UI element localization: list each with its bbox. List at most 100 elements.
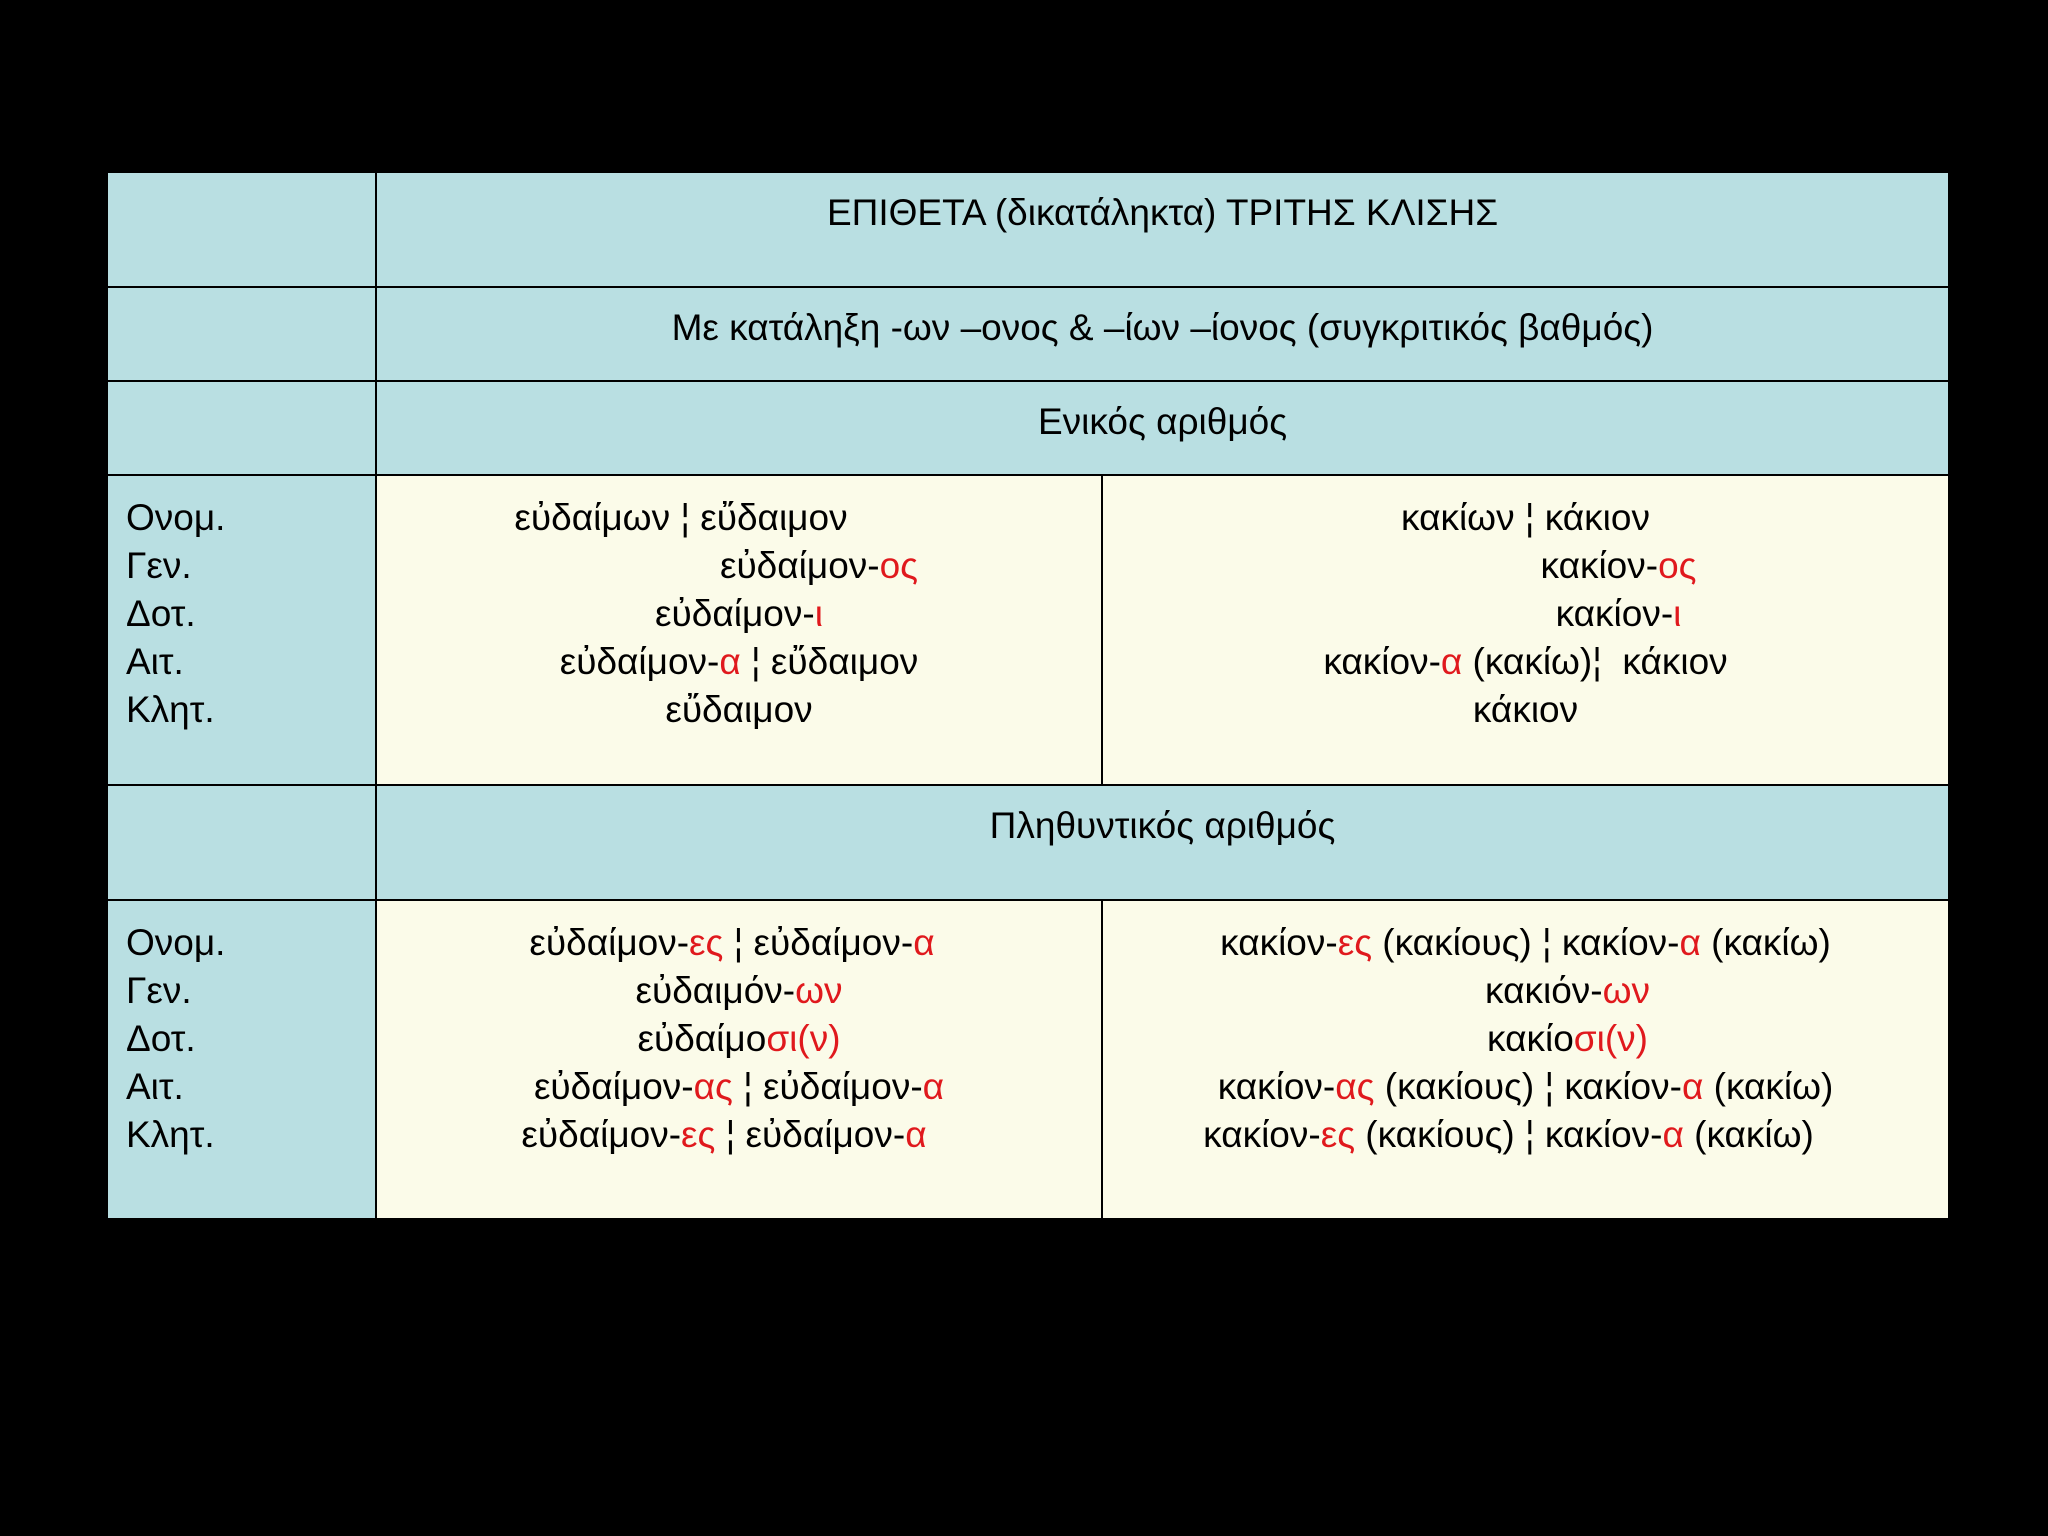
case-label: Κλητ.: [126, 689, 215, 730]
ending-highlight: α: [1679, 922, 1701, 963]
stem-text: εὐδαιμόν-: [635, 970, 796, 1011]
singular-heading-row: Ενικός αριθμός: [106, 380, 1951, 476]
ending-highlight: ες: [1337, 922, 1373, 963]
singular-col-eudaimon: εὐδαίμων ¦ εὔδαιμον εὐδαίμον-ος εὐδαίμον-ι…: [375, 474, 1103, 786]
form-line: εὐδαίμον-ας ¦ εὐδαίμον-α: [377, 1063, 1101, 1111]
case-label: Γεν.: [126, 970, 192, 1011]
form-line: κακίον-ος: [1196, 542, 2041, 590]
stem-text: κακίον-: [1540, 545, 1659, 586]
ending-highlight: α: [922, 1066, 945, 1107]
stem-text: κακίον-: [1203, 1114, 1321, 1155]
stem-text: κακίο: [1487, 1018, 1574, 1059]
stem-text: κακίον-: [1220, 922, 1338, 963]
stem-text: εὔδαιμον: [665, 689, 813, 730]
table-subtitle: Με κατάληξη -ων –ονος & –ίων –ίονος (συγ…: [671, 307, 1654, 348]
case-label: Ονομ.: [126, 497, 226, 538]
ending-highlight: σι(ν): [1573, 1018, 1648, 1059]
ending-highlight: ος: [1658, 545, 1697, 586]
ending-highlight: ων: [795, 970, 843, 1011]
stem-text: εὐδαίμον-: [559, 641, 720, 682]
case-list: Ονομ. Γεν. Δοτ. Αιτ. Κλητ.: [108, 476, 375, 734]
plural-heading-row: Πληθυντικός αριθμός: [106, 784, 1951, 901]
form-list: εὐδαίμον-ες ¦ εὐδαίμον-α εὐδαιμόν-ων εὐδαί…: [377, 901, 1101, 1159]
form-line: κακίον-ες (κακίους) ¦ κακίον-α (κακίω): [1086, 1111, 1931, 1159]
stem-text: εὐδαίμον-: [521, 1114, 682, 1155]
form-line: εὐδαίμον-ες ¦ εὐδαίμον-α: [370, 919, 1094, 967]
stem-text: κακιόν-: [1485, 970, 1603, 1011]
ending-highlight: ας: [1335, 1066, 1375, 1107]
plural-col-kakion: κακίον-ες (κακίους) ¦ κακίον-α (κακίω) κα…: [1100, 899, 1951, 1220]
stem-text: (κακίους) ¦ κακίον-: [1372, 922, 1680, 963]
plural-col-eudaimon: εὐδαίμον-ες ¦ εὐδαίμον-α εὐδαιμόν-ων εὐδαί…: [375, 899, 1103, 1220]
form-list: κακίων ¦ κάκιον κακίον-ος κακίον-ι κακίον-α…: [1103, 476, 1948, 734]
stem-text: ¦ εὐδαίμον-: [732, 1066, 923, 1107]
subtitle-row: Με κατάληξη -ων –ονος & –ίων –ίονος (συγ…: [106, 286, 1951, 382]
stem-text: κακίον-: [1323, 641, 1441, 682]
case-label: Αιτ.: [126, 641, 184, 682]
ending-highlight: ων: [1602, 970, 1650, 1011]
ending-highlight: α: [1440, 641, 1463, 682]
form-list: κακίον-ες (κακίους) ¦ κακίον-α (κακίω) κα…: [1103, 901, 1948, 1159]
form-line: κακίον-ι: [1196, 590, 2041, 638]
case-list: Ονομ. Γεν. Δοτ. Αιτ. Κλητ.: [108, 901, 375, 1159]
form-line: κακίον-α (κακίω)¦ κάκιον: [1103, 638, 1948, 686]
ending-highlight: ες: [1320, 1114, 1356, 1155]
form-line: κακίοσι(ν): [1145, 1015, 1990, 1063]
title-row: ΕΠΙΘΕΤΑ (δικατάληκτα) ΤΡΙΤΗΣ ΚΛΙΣΗΣ: [106, 171, 1951, 288]
stem-text: (κακίους) ¦ κακίον-: [1355, 1114, 1663, 1155]
ending-highlight: α: [1662, 1114, 1684, 1155]
ending-highlight: σι(ν): [766, 1018, 841, 1059]
table-title: ΕΠΙΘΕΤΑ (δικατάληκτα) ΤΡΙΤΗΣ ΚΛΙΣΗΣ: [826, 192, 1499, 233]
stem-text: ¦ εὐδαίμον-: [715, 1114, 906, 1155]
stem-text: (κακίω): [1703, 1066, 1834, 1107]
left-cell: [106, 784, 377, 901]
title-cell: ΕΠΙΘΕΤΑ (δικατάληκτα) ΤΡΙΤΗΣ ΚΛΙΣΗΣ: [374, 171, 1951, 288]
ending-highlight: ες: [681, 1114, 716, 1155]
plural-forms-row: Ονομ. Γεν. Δοτ. Αιτ. Κλητ. εὐδαίμον-ες ¦ εὐδ…: [106, 899, 1951, 1220]
stem-text: ¦ εὔδαιμον: [740, 641, 919, 682]
singular-case-labels: Ονομ. Γεν. Δοτ. Αιτ. Κλητ.: [106, 474, 377, 786]
plural-heading: Πληθυντικός αριθμός: [989, 805, 1336, 846]
ending-highlight: ι: [814, 593, 823, 634]
plural-case-labels: Ονομ. Γεν. Δοτ. Αιτ. Κλητ.: [106, 899, 377, 1220]
stem-text: (κακίω): [1700, 922, 1831, 963]
stem-text: (κακίω): [1683, 1114, 1814, 1155]
ending-highlight: α: [913, 922, 935, 963]
case-label: Κλητ.: [126, 1114, 215, 1155]
form-line: εὐδαίμων ¦ εὔδαιμον: [319, 494, 1043, 542]
declension-table: ΕΠΙΘΕΤΑ (δικατάληκτα) ΤΡΙΤΗΣ ΚΛΙΣΗΣ Με κ…: [106, 171, 1951, 1220]
singular-heading: Ενικός αριθμός: [1037, 401, 1288, 442]
form-line: εὐδαίμον-ος: [457, 542, 1181, 590]
stem-text: εὐδαίμο: [637, 1018, 767, 1059]
stem-text: κακίων ¦ κάκιον: [1401, 497, 1650, 538]
stem-text: κακίον-: [1217, 1066, 1336, 1107]
form-line: κακίον-ες (κακίους) ¦ κακίον-α (κακίω): [1103, 919, 1948, 967]
ending-highlight: ος: [879, 545, 919, 586]
corner-cell: [106, 171, 377, 288]
stem-text: κάκιον: [1472, 689, 1579, 730]
left-cell: [106, 286, 377, 382]
singular-forms-row: Ονομ. Γεν. Δοτ. Αιτ. Κλητ. εὐδαίμων ¦ εὔδαιμ…: [106, 474, 1951, 786]
case-label: Ονομ.: [126, 922, 226, 963]
stem-text: εὐδαίμον-: [655, 593, 815, 634]
stem-text: εὐδαίμον-: [533, 1066, 694, 1107]
form-line: κακίον-ας (κακίους) ¦ κακίον-α (κακίω): [1103, 1063, 1948, 1111]
ending-highlight: ι: [1673, 593, 1682, 634]
form-line: εὔδαιμον: [377, 686, 1101, 734]
ending-highlight: ας: [693, 1066, 733, 1107]
form-list: εὐδαίμων ¦ εὔδαιμον εὐδαίμον-ος εὐδαίμον-ι…: [377, 476, 1101, 734]
ending-highlight: α: [1681, 1066, 1704, 1107]
stem-text: (κακίω)¦ κάκιον: [1462, 641, 1728, 682]
case-label: Δοτ.: [126, 1018, 196, 1059]
stem-text: εὐδαίμον-: [719, 545, 880, 586]
stem-text: (κακίους) ¦ κακίον-: [1374, 1066, 1682, 1107]
stem-text: εὐδαίμον-: [529, 922, 690, 963]
form-line: εὐδαίμον-ες ¦ εὐδαίμον-α: [362, 1111, 1086, 1159]
form-line: εὐδαίμον-α ¦ εὔδαιμον: [377, 638, 1101, 686]
case-label: Αιτ.: [126, 1066, 184, 1107]
stem-text: ¦ εὐδαίμον-: [723, 922, 914, 963]
ending-highlight: α: [719, 641, 741, 682]
ending-highlight: α: [905, 1114, 927, 1155]
ending-highlight: ες: [689, 922, 724, 963]
form-line: κάκιον: [1103, 686, 1948, 734]
